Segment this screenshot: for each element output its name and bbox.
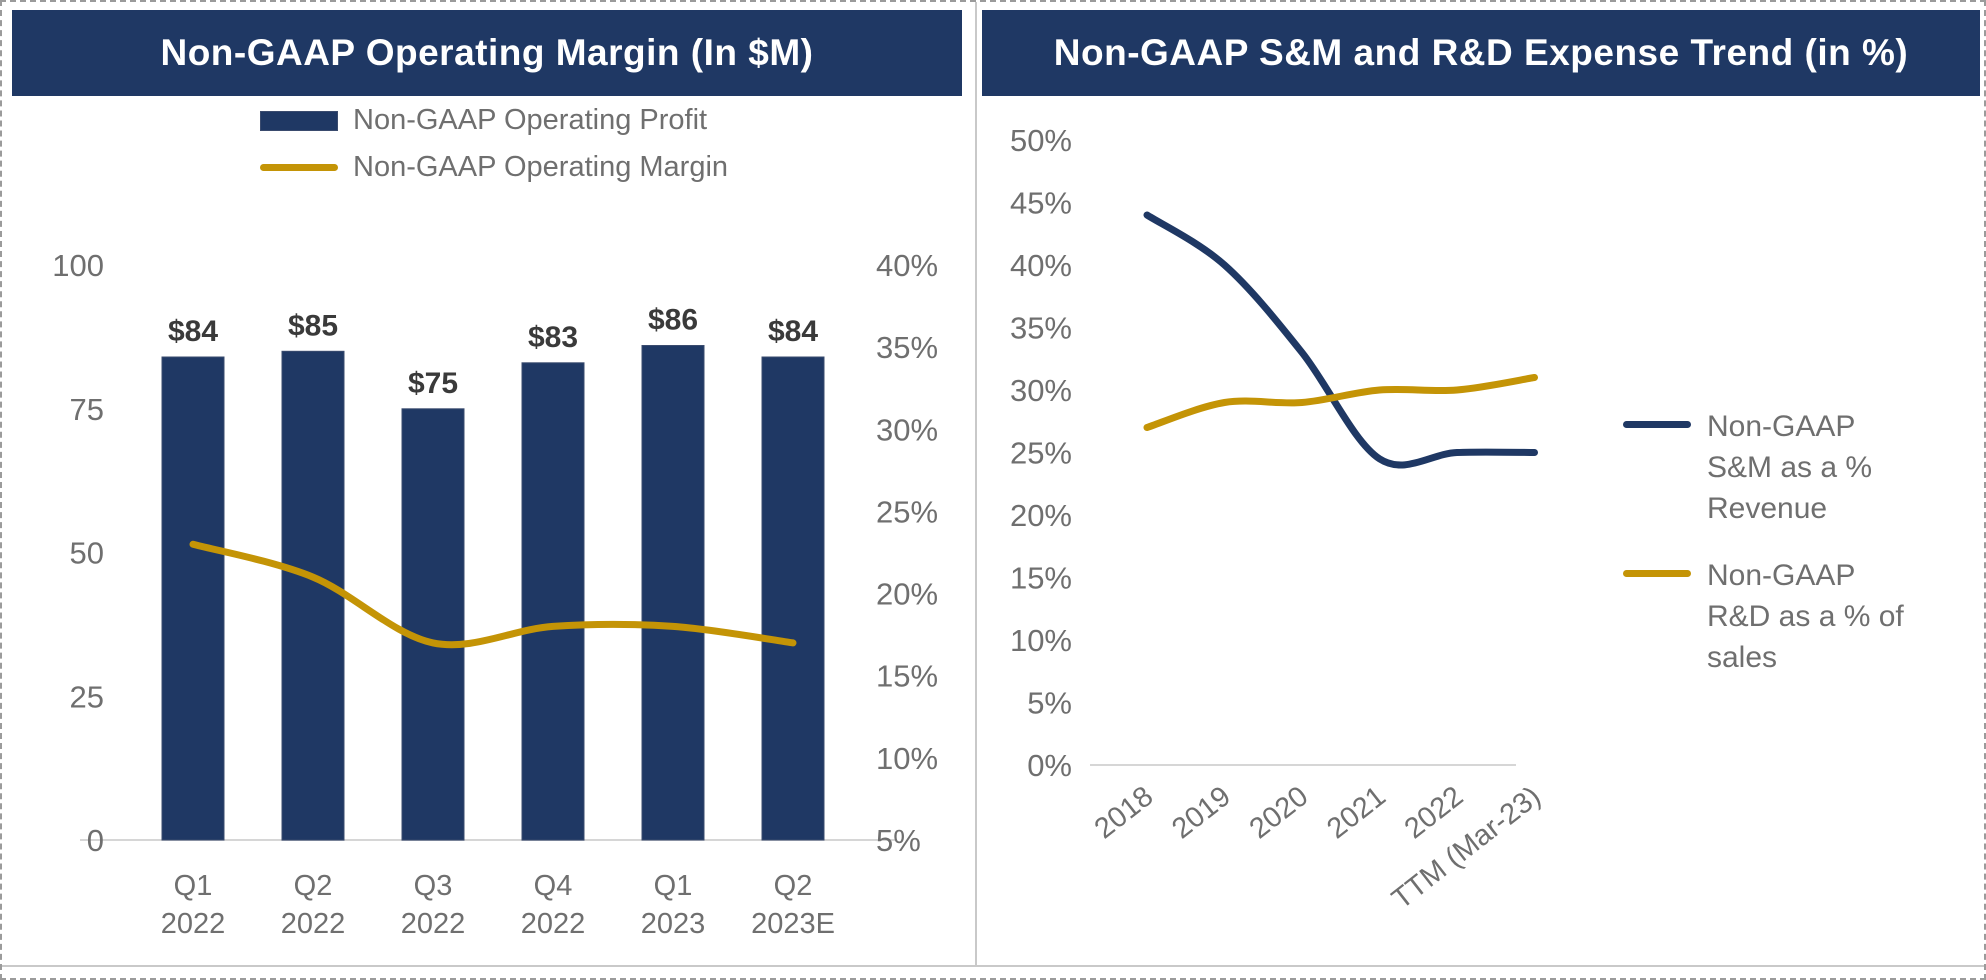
left-axis-tick: 0: [87, 823, 104, 858]
bar-data-label: $84: [168, 315, 218, 348]
category-label: 2023: [641, 908, 706, 940]
left-axis-tick: 25: [70, 679, 104, 714]
legend-item-operating-margin: Non-GAAP Operating Margin: [260, 151, 728, 184]
right-chart-panel: Non-GAAP S&M and R&D Expense Trend (in %…: [978, 10, 1981, 966]
right-axis-tick: 40%: [876, 248, 938, 283]
y-axis-tick: 5%: [1027, 686, 1072, 721]
line-swatch-icon: [260, 164, 338, 171]
right-chart-title: Non-GAAP S&M and R&D Expense Trend (in %…: [982, 10, 1980, 96]
category-label: Q1: [174, 870, 213, 902]
y-axis-tick: 20%: [1010, 498, 1072, 533]
bar-swatch-icon: [260, 110, 338, 131]
x-axis-label: 2022: [1399, 780, 1470, 845]
legend-label: Non-GAAP Operating Profit: [353, 104, 708, 136]
bar-data-label: $85: [288, 309, 338, 342]
legend-label: Non-GAAP S&M as a % Revenue: [1707, 410, 1873, 525]
y-axis-tick: 0%: [1027, 748, 1072, 783]
category-label: Q2: [294, 870, 333, 902]
x-axis-label: TTM (Mar-23): [1386, 780, 1547, 915]
left-axis-tick: 50: [70, 536, 104, 571]
left-chart-title: Non-GAAP Operating Margin (In $M): [12, 10, 962, 96]
rd-pct-line: [1143, 374, 1538, 431]
x-axis-label: 2019: [1166, 780, 1237, 845]
left-axis-tick: 75: [70, 392, 104, 427]
legend-label: Non-GAAP R&D as a % of sales: [1707, 559, 1904, 674]
category-label: 2022: [401, 908, 466, 940]
profit-bar: [761, 356, 825, 841]
bar-data-label: $75: [408, 367, 458, 400]
legend-item-rd-pct: Non-GAAP R&D as a % of sales: [1623, 555, 1904, 678]
profit-bar: [401, 408, 465, 841]
line-swatch-icon: [1623, 421, 1691, 428]
category-label: 2022: [161, 908, 226, 940]
right-chart-legend: Non-GAAP S&M as a % Revenue Non-GAAP R&D…: [1623, 406, 1904, 678]
profit-bar: [161, 356, 225, 841]
x-label-group: 2022: [1399, 780, 1470, 845]
right-axis-tick: 30%: [876, 412, 938, 447]
legend-label: Non-GAAP Operating Margin: [353, 151, 729, 183]
x-axis-label: 2020: [1244, 780, 1315, 845]
x-label-group: 2018: [1089, 780, 1160, 845]
line-swatch-icon: [1623, 570, 1691, 577]
right-axis-tick: 10%: [876, 741, 938, 776]
y-axis-tick: 25%: [1010, 436, 1072, 471]
operating-margin-line: [189, 540, 797, 649]
panel-divider: [975, 2, 977, 966]
bottom-border: [2, 965, 1984, 967]
bar-data-label: $84: [768, 315, 818, 348]
bar-data-label: $83: [528, 321, 578, 354]
x-label-group: 2020: [1244, 780, 1315, 845]
y-axis-tick: 45%: [1010, 186, 1072, 221]
category-label: Q3: [414, 870, 453, 902]
right-axis-tick: 20%: [876, 577, 938, 612]
y-axis-tick: 35%: [1010, 311, 1072, 346]
category-label: 2023E: [751, 908, 835, 940]
profit-bar: [281, 350, 345, 841]
legend-item-operating-profit: Non-GAAP Operating Profit: [260, 104, 728, 137]
y-axis-tick: 30%: [1010, 373, 1072, 408]
category-label: Q1: [654, 870, 693, 902]
x-axis-label: 2021: [1321, 780, 1392, 845]
x-label-group: TTM (Mar-23): [1386, 780, 1547, 915]
bar-data-label: $86: [648, 304, 698, 337]
right-axis-tick: 35%: [876, 330, 938, 365]
y-axis-tick: 15%: [1010, 561, 1072, 596]
left-chart-panel: Non-GAAP Operating Margin (In $M) Non-GA…: [10, 10, 977, 966]
y-axis-tick: 50%: [1010, 123, 1072, 158]
right-axis-tick: 5%: [876, 823, 921, 858]
right-axis-tick: 25%: [876, 494, 938, 529]
x-label-group: 2021: [1321, 780, 1392, 845]
category-label: 2022: [281, 908, 346, 940]
profit-bar: [521, 362, 585, 841]
category-label: 2022: [521, 908, 586, 940]
x-label-group: 2019: [1166, 780, 1237, 845]
x-axis-label: 2018: [1089, 780, 1160, 845]
left-chart-legend: Non-GAAP Operating Profit Non-GAAP Opera…: [260, 104, 728, 184]
profit-bar: [641, 345, 705, 841]
legend-item-sm-pct: Non-GAAP S&M as a % Revenue: [1623, 406, 1904, 529]
y-axis-tick: 10%: [1010, 623, 1072, 658]
category-label: Q4: [534, 870, 573, 902]
sm-pct-line: [1143, 211, 1538, 469]
right-axis-tick: 15%: [876, 659, 938, 694]
left-axis-tick: 100: [52, 248, 104, 283]
category-label: Q2: [774, 870, 813, 902]
y-axis-tick: 40%: [1010, 248, 1072, 283]
